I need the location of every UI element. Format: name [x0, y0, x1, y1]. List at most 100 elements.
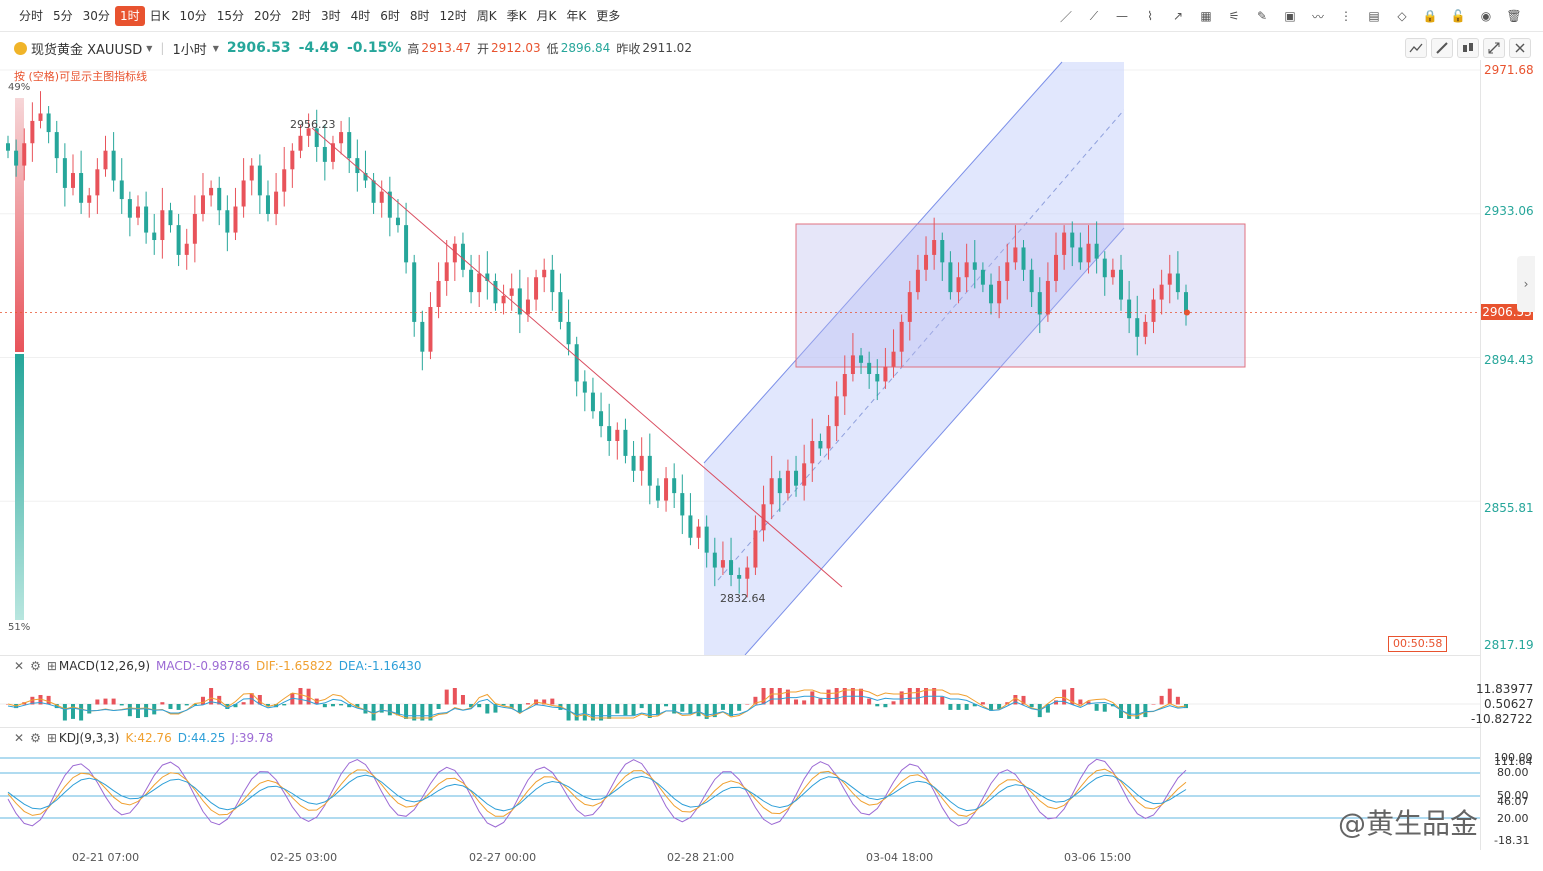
period-tab[interactable]: 季K — [506, 9, 527, 23]
period-tab[interactable]: 年K — [566, 9, 587, 23]
candle-body — [371, 180, 376, 203]
period-tab[interactable]: 15分 — [216, 9, 245, 23]
y-label: 2894.43 — [1484, 353, 1534, 367]
wave-icon[interactable]: 〰 — [1311, 9, 1324, 24]
macd-histogram-bar — [144, 704, 149, 718]
chevron-down-icon[interactable]: ▼ — [146, 43, 153, 53]
fibonacci-icon[interactable]: ▦ — [1200, 9, 1212, 23]
close-icon[interactable]: ✕ — [14, 731, 25, 745]
candle-body — [932, 240, 937, 255]
expand-panel-chevron-icon[interactable]: › — [1517, 256, 1535, 312]
interval-selector[interactable]: 1小时 — [172, 42, 207, 58]
trend-line-icon[interactable]: ／ — [1059, 9, 1072, 24]
expand-box-icon[interactable]: ⊞ — [46, 731, 57, 745]
draw-pen-icon[interactable] — [1431, 38, 1453, 58]
x-label: 03-06 15:00 — [1064, 851, 1132, 864]
period-tab[interactable]: 20分 — [254, 9, 282, 23]
chevron-down-icon[interactable]: ▼ — [212, 43, 219, 53]
macd-histogram-bar — [607, 704, 612, 719]
macd-histogram-bar — [785, 689, 790, 705]
j-line — [7, 758, 1187, 828]
macd-histogram-bar — [672, 704, 677, 714]
macd-histogram-bar — [615, 704, 620, 714]
period-tab[interactable]: 2时 — [291, 9, 311, 23]
period-tab[interactable]: 月K — [536, 9, 557, 23]
horizontal-line-icon[interactable]: — — [1116, 9, 1128, 23]
candle-body — [777, 478, 782, 494]
gear-icon[interactable]: ⚙ — [30, 731, 41, 745]
fullscreen-icon[interactable] — [1483, 38, 1505, 58]
gann-fan-icon[interactable]: ⚟ — [1228, 9, 1240, 23]
period-tab[interactable]: 30分 — [82, 9, 110, 23]
price-chart[interactable]: 2956.23 2832.64 — [0, 60, 1480, 655]
candle-body — [1029, 269, 1034, 293]
expand-box-icon[interactable]: ⊞ — [46, 659, 57, 673]
close-icon[interactable]: ✕ — [14, 659, 25, 673]
candle-body — [582, 381, 587, 393]
period-tab[interactable]: 分时 — [19, 9, 44, 23]
candle-body — [14, 150, 19, 166]
period-tab[interactable]: 1时 — [114, 6, 145, 26]
macd-axis: 0.50627 — [1484, 697, 1534, 711]
symbol-selector[interactable]: 现货黄金 XAUUSD — [31, 42, 143, 58]
period-selector: 分时 5分 30分 1时 日K 10分 15分 20分 2时 3时 4时 6时 8时 12时 周K 季K 月K 年… — [14, 6, 625, 26]
x-label: 02-25 03:00 — [270, 851, 338, 864]
trash-icon[interactable]: 🗑 — [1506, 9, 1522, 23]
period-tab[interactable]: 3时 — [320, 9, 341, 23]
macd-axis: 11.83977 — [1476, 682, 1534, 696]
macd-histogram-bar — [347, 704, 352, 708]
macd-histogram-bar — [30, 696, 35, 705]
period-tab[interactable]: 更多 — [596, 9, 621, 23]
pencil-icon[interactable]: ✎ — [1256, 9, 1268, 23]
open-value: 2912.03 — [491, 41, 541, 55]
gear-icon[interactable]: ⚙ — [30, 659, 41, 673]
note-icon[interactable]: ▤ — [1368, 9, 1380, 23]
macd-histogram-bar — [1159, 695, 1164, 705]
macd-chart[interactable] — [0, 676, 1480, 736]
compare-icon[interactable] — [1457, 38, 1479, 58]
macd-histogram-bar — [79, 704, 84, 721]
period-tab[interactable]: 8时 — [409, 9, 430, 23]
ray-line-icon[interactable]: ⟋ — [1089, 8, 1099, 23]
macd-histogram-bar — [46, 695, 51, 705]
image-icon[interactable]: ▣ — [1284, 9, 1296, 23]
candle-body — [997, 280, 1002, 304]
high-annotation: 2956.23 — [290, 118, 336, 131]
macd-histogram-bar — [818, 698, 823, 705]
period-tab[interactable]: 5分 — [53, 9, 73, 23]
macd-histogram-bar — [810, 691, 815, 705]
candle-body — [363, 173, 368, 181]
macd-histogram-bar — [152, 704, 157, 715]
eye-icon[interactable]: ◉ — [1480, 9, 1492, 23]
channel-lower-line — [744, 227, 1125, 655]
close-icon[interactable] — [1509, 38, 1531, 58]
high-value: 2913.47 — [421, 41, 472, 55]
kdj-chart[interactable] — [0, 748, 1480, 848]
macd-histogram-bar — [631, 704, 636, 716]
polyline-icon[interactable]: ⌇ — [1147, 9, 1153, 23]
macd-histogram-bar — [298, 688, 303, 705]
unlock-icon[interactable]: 🔓 — [1450, 9, 1466, 23]
period-tab[interactable]: 6时 — [380, 9, 400, 23]
candle-body — [688, 515, 693, 538]
macd-histogram-bar — [794, 699, 799, 705]
period-tab[interactable]: 周K — [476, 9, 497, 23]
chart-type-icon[interactable] — [1405, 38, 1427, 58]
macd-histogram-bar — [777, 688, 782, 705]
macd-histogram-bar — [452, 688, 457, 705]
eraser-icon[interactable]: ◇ — [1397, 9, 1407, 23]
lock-icon[interactable]: 🔒 — [1422, 9, 1438, 23]
candle-body — [6, 143, 10, 151]
candle-body — [631, 455, 636, 471]
candle-body — [1045, 280, 1050, 315]
period-tab[interactable]: 4时 — [350, 9, 371, 23]
sentiment-bull-bar — [15, 98, 24, 352]
arrow-line-icon[interactable]: ↗ — [1172, 9, 1184, 23]
macd-histogram-bar — [1167, 688, 1172, 705]
period-tab[interactable]: 日K — [149, 9, 170, 23]
candle-body — [249, 165, 254, 181]
candle-body — [322, 146, 327, 162]
period-tab[interactable]: 12时 — [439, 9, 467, 23]
more-dots-icon[interactable]: ⋮ — [1340, 9, 1352, 23]
period-tab[interactable]: 10分 — [179, 9, 207, 23]
